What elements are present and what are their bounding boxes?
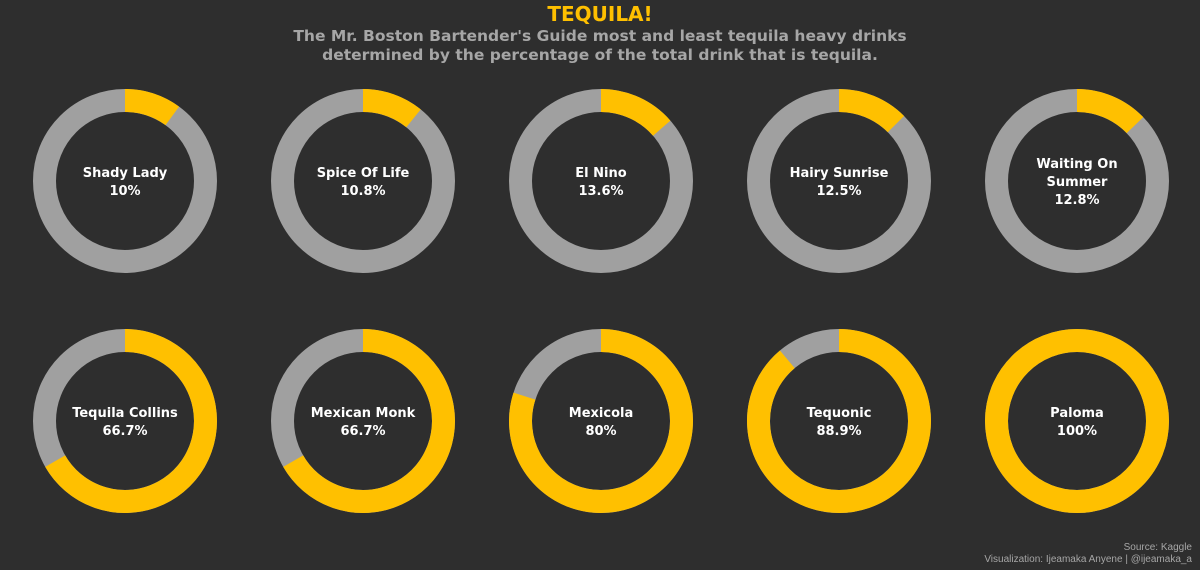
donut-name-label: Tequonic (807, 406, 872, 421)
donut-value-label: 10.8% (340, 184, 385, 199)
donut-value-label: 100% (1057, 424, 1097, 439)
donut-tequila-slice (45, 329, 217, 513)
donut-name-label: Mexican Monk (311, 406, 416, 421)
donut-value-label: 10% (109, 184, 140, 199)
credits: Source: Kaggle Visualization: Ijeamaka A… (984, 542, 1192, 566)
donut-chart: Spice Of Life 10.8% (271, 89, 455, 273)
donut-tequila-slice (747, 329, 931, 513)
donut-chart: Hairy Sunrise 12.5% (747, 89, 931, 273)
donut-tequila-slice (124, 89, 180, 126)
source-credit: Source: Kaggle (1123, 542, 1192, 553)
donut-tequila-slice (600, 89, 671, 137)
donut-name-label: Paloma (1050, 406, 1104, 421)
donut-chart: Tequonic 88.9% (747, 329, 931, 513)
donut-chart: El Nino 13.6% (509, 89, 693, 273)
donut-chart: Waiting On Summer 12.8% (985, 89, 1169, 273)
donut-value-label: 66.7% (102, 424, 147, 439)
donut-chart: Mexican Monk 66.7% (271, 329, 455, 513)
donut-tequila-slice (509, 329, 693, 513)
donut-chart: Tequila Collins 66.7% (33, 329, 217, 513)
donut-rest-slice (271, 89, 455, 273)
donut-name-label: Tequila Collins (72, 406, 178, 421)
donut-name-label: Summer (1047, 175, 1109, 190)
donut-name-label: Mexicola (569, 406, 633, 421)
chart-subtitle: The Mr. Boston Bartender's Guide most an… (0, 27, 1200, 65)
donut-tequila-slice (985, 329, 1169, 513)
donut-chart: Shady Lady 10% (33, 89, 217, 273)
visualization-credit: Visualization: Ijeamaka Anyene | @ijeama… (984, 554, 1192, 565)
subtitle-line-1: The Mr. Boston Bartender's Guide most an… (293, 27, 907, 45)
donut-tequila-slice (1076, 89, 1144, 134)
donut-value-label: 12.8% (1054, 193, 1099, 208)
donut-tequila-slice (283, 329, 455, 513)
donut-chart: Paloma 100% (985, 329, 1169, 513)
donut-value-label: 13.6% (578, 184, 623, 199)
donut-value-label: 80% (585, 424, 616, 439)
donut-rest-slice (33, 89, 217, 273)
donut-name-label: El Nino (575, 166, 626, 181)
donut-tequila-slice (838, 89, 905, 133)
donut-chart: Mexicola 80% (509, 329, 693, 513)
donut-value-label: 12.5% (816, 184, 861, 199)
donut-name-label: Hairy Sunrise (790, 166, 889, 181)
subtitle-line-2: determined by the percentage of the tota… (322, 46, 878, 64)
donut-name-label: Shady Lady (83, 166, 168, 181)
donut-value-label: 66.7% (340, 424, 385, 439)
donut-name-label: Waiting On (1036, 157, 1117, 172)
donut-tequila-slice (362, 89, 421, 128)
donut-name-label: Spice Of Life (317, 166, 410, 181)
chart-title: TEQUILA! (547, 2, 653, 26)
donut-value-label: 88.9% (816, 424, 861, 439)
